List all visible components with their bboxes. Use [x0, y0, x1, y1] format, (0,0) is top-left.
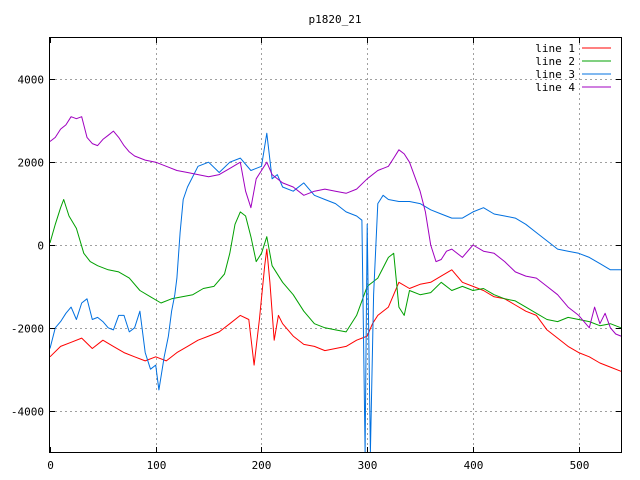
series-line-3: [49, 132, 621, 453]
legend-label-3: line 3: [535, 68, 575, 81]
series-group: [49, 116, 622, 453]
series-line-1: [49, 248, 622, 372]
x-tick-label: 400: [464, 459, 484, 472]
y-tick-label: -2000: [11, 323, 44, 336]
series-line-2: [49, 199, 622, 333]
plot-frame: [49, 37, 622, 453]
series-line-4: [49, 116, 622, 337]
x-tick-label: 200: [252, 459, 272, 472]
y-tick-label: -4000: [11, 406, 44, 419]
legend-label-1: line 1: [535, 42, 575, 55]
legend-label-4: line 4: [535, 81, 575, 94]
x-tick-label: 100: [147, 459, 167, 472]
ticks: 0 100 200 300 400 500 -4000 -2000 0 2000 4000: [11, 38, 621, 472]
y-tick-label: 4000: [18, 74, 45, 87]
legend-label-2: line 2: [535, 55, 575, 68]
y-tick-label: 2000: [18, 157, 45, 170]
x-tick-label: 0: [47, 459, 54, 472]
grid: [50, 38, 621, 452]
y-tick-label: 0: [37, 240, 44, 253]
chart-title: p1820_21: [309, 13, 362, 26]
x-tick-label: 500: [570, 459, 590, 472]
x-tick-label: 300: [358, 459, 378, 472]
